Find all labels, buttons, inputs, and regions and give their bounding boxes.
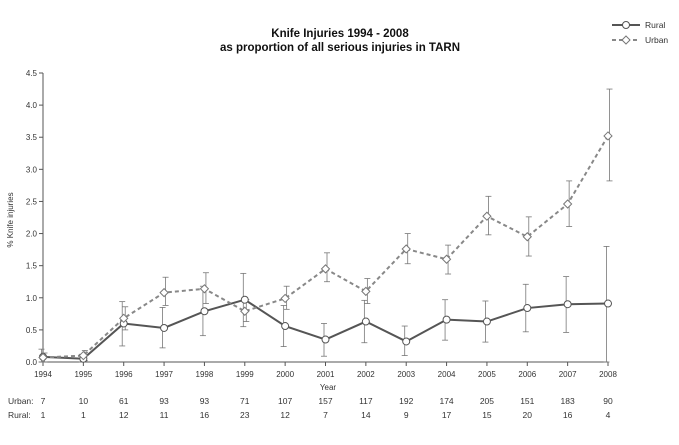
x-tick-label: 2002 [357,370,375,379]
urban-data-point [280,293,290,304]
rural-count-value: 14 [361,410,371,420]
urban-data-point [240,306,250,316]
x-tick-label: 1995 [74,370,92,379]
urban-data-point [603,131,613,141]
rural-data-point [240,295,249,304]
rural-count-value: 23 [240,410,250,420]
rural-data-point [442,315,451,324]
rural-series-line [42,298,609,360]
urban-data-point [401,244,411,254]
x-tick-label: 1998 [196,370,214,379]
y-tick-label: 0.5 [26,326,38,335]
x-tick-label: 2001 [317,370,335,379]
rural-data-point [321,335,330,344]
urban-count-value: 107 [278,396,292,406]
x-tick-label: 1996 [115,370,133,379]
urban-count-value: 10 [79,396,89,406]
rural-data-point [402,337,411,346]
rural-data-point [160,323,169,332]
legend-urban-marker [621,35,631,45]
urban-count-value: 192 [399,396,413,406]
urban-data-point [562,199,573,209]
urban-count-value: 117 [359,396,373,406]
rural-count-value: 17 [442,410,452,420]
y-tick-label: 0.0 [26,358,38,367]
x-tick-label: 2008 [599,370,617,379]
urban-data-point [522,232,532,242]
urban-data-point [159,287,169,298]
x-tick-label: 1999 [236,370,254,379]
rural-data-point [604,299,612,308]
urban-count-label: Urban: [8,396,34,406]
y-tick-label: 1.0 [26,294,38,303]
y-tick-label: 2.5 [26,197,38,206]
rural-data-point [200,307,209,316]
x-tick-label: 2000 [276,370,294,379]
urban-count-value: 90 [603,396,613,406]
y-tick-label: 3.5 [26,133,38,142]
urban-data-point [38,352,48,363]
y-axis-label: % Knife injuries [6,192,15,247]
rural-count-value: 1 [41,410,46,420]
urban-count-value: 71 [240,396,250,406]
urban-data-point [482,211,492,221]
urban-count-value: 151 [520,396,534,406]
x-tick-label: 1997 [155,370,173,379]
urban-count-value: 93 [159,396,169,406]
axes: 0.0 0.5 1.0 1.5 2.0 2.5 3.0 3.5 4.0 4.5 1994 1995 19… [26,69,618,379]
y-tick-label: 3.0 [26,165,38,174]
urban-data-point [441,254,452,264]
rural-data-point [523,304,532,313]
x-axis-label: Year [320,383,337,392]
rural-data-point [482,317,491,326]
x-tick-label: 2006 [518,370,536,379]
urban-data-point [320,264,331,274]
chart-subtitle: as proportion of all serious injuries in… [220,42,460,54]
legend: Rural Urban [612,20,668,45]
rural-count-value: 9 [404,410,409,420]
rural-count-label: Rural: [8,410,31,420]
x-tick-label: 1994 [34,370,52,379]
y-tick-label: 4.0 [26,101,38,110]
series-markers [38,131,613,363]
x-tick-label: 2007 [559,370,577,379]
rural-data-point [281,322,290,331]
urban-data-point [78,350,89,361]
count-values: 7 10 61 93 93 71 107 157 117 192 174 205 151 183 901 1 1… [41,396,613,420]
urban-count-value: 205 [480,396,494,406]
rural-count-value: 12 [280,410,290,420]
urban-data-point [361,286,371,297]
rural-count-value: 16 [200,410,210,420]
rural-count-value: 15 [482,410,492,420]
urban-count-value: 61 [119,396,129,406]
rural-count-value: 1 [81,410,86,420]
rural-count-value: 16 [563,410,573,420]
legend-rural-marker [622,21,630,29]
urban-count-value: 174 [439,396,453,406]
rural-count-value: 11 [160,410,169,420]
urban-count-value: 93 [200,396,210,406]
urban-count-value: 183 [561,396,575,406]
urban-count-value: 157 [318,396,332,406]
urban-data-point [119,313,129,324]
urban-count-value: 7 [41,396,46,406]
y-tick-label: 1.5 [26,262,38,271]
rural-count-value: 7 [323,410,328,420]
x-tick-label: 2004 [438,370,456,379]
chart-title: Knife Injuries 1994 - 2008 [271,28,409,40]
rural-data-point [563,300,572,309]
y-tick-label: 2.0 [26,230,38,239]
rural-data-point [361,317,370,326]
series-lines [42,135,609,360]
y-tick-label: 4.5 [26,69,38,78]
rural-count-value: 12 [119,410,129,420]
rural-count-value: 20 [523,410,533,420]
rural-count-value: 4 [606,410,611,420]
x-tick-label: 2005 [478,370,496,379]
legend-rural-label: Rural [645,20,665,30]
x-tick-label: 2003 [397,370,415,379]
urban-data-point [199,284,210,294]
legend-urban-label: Urban [645,35,668,45]
